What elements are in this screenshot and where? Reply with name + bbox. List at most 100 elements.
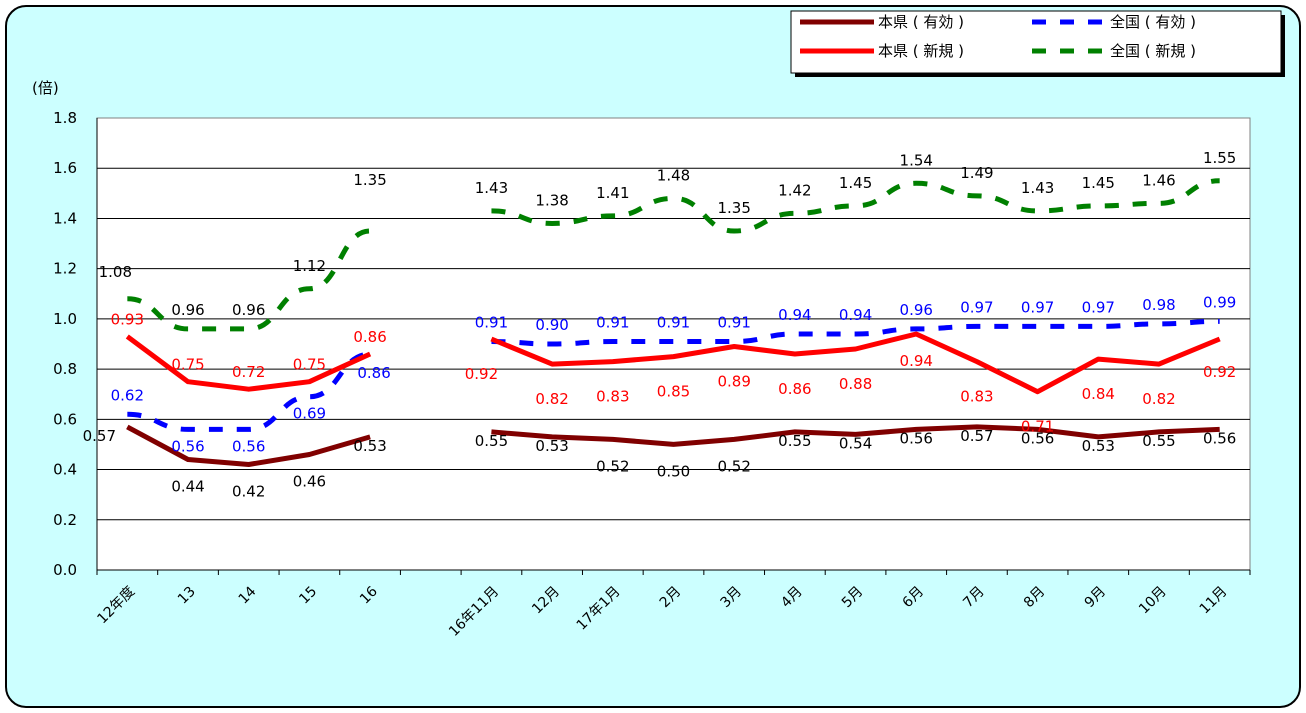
data-label: 0.94 (900, 352, 933, 370)
data-label: 0.52 (596, 457, 629, 475)
y-tick-label: 1.0 (53, 310, 77, 328)
data-label: 0.82 (1142, 390, 1175, 408)
data-label: 0.56 (1203, 429, 1236, 447)
y-tick-label: 0.2 (53, 511, 77, 529)
data-label: 0.91 (657, 313, 690, 331)
data-label: 0.75 (171, 356, 204, 374)
data-label: 0.92 (1203, 363, 1236, 381)
legend-label: 全国 ( 新規 ) (1110, 42, 1196, 60)
data-label: 0.46 (293, 472, 326, 490)
data-label: 0.71 (1021, 418, 1054, 436)
data-label: 0.84 (1082, 385, 1115, 403)
data-label: 0.50 (657, 462, 690, 480)
data-label: 0.53 (353, 437, 386, 455)
data-label: 0.92 (465, 365, 498, 383)
y-tick-label: 1.8 (53, 109, 77, 127)
data-label: 1.08 (99, 263, 132, 281)
data-label: 0.97 (960, 298, 993, 316)
series-lines (125, 178, 1221, 467)
y-tick-label: 0.6 (53, 410, 77, 428)
data-label: 0.97 (1021, 298, 1054, 316)
data-label: 0.55 (1142, 432, 1175, 450)
data-label: 1.54 (900, 151, 933, 169)
data-label: 0.72 (232, 363, 265, 381)
data-label: 1.45 (1082, 174, 1115, 192)
legend-label: 全国 ( 有効 ) (1110, 13, 1196, 31)
data-label: 0.96 (232, 301, 265, 319)
series-line (490, 331, 1221, 395)
data-label: 0.86 (778, 380, 811, 398)
y-tick-label: 1.4 (53, 209, 77, 227)
data-label: 0.86 (357, 364, 390, 382)
data-label: 0.91 (717, 313, 750, 331)
series-line (127, 351, 371, 432)
data-label: 0.53 (535, 437, 568, 455)
series-line (491, 318, 1220, 347)
data-label: 1.43 (1021, 179, 1054, 197)
data-label: 1.38 (535, 191, 568, 209)
data-label: 1.12 (293, 257, 326, 275)
data-label: 1.41 (596, 184, 629, 202)
series-line (125, 334, 372, 392)
data-labels: 0.57 0.44 0.42 0.46 0.53 0.55 0.53 0.52 0.50 0.52… (83, 149, 1237, 501)
legend-label: 本県 ( 新規 ) (878, 42, 964, 60)
data-label: 1.35 (717, 199, 750, 217)
data-label: 0.56 (900, 429, 933, 447)
data-label: 0.62 (111, 386, 144, 404)
data-label: 0.85 (657, 383, 690, 401)
data-label: 0.55 (475, 432, 508, 450)
series-line (127, 228, 371, 332)
data-label: 0.96 (900, 301, 933, 319)
data-label: 0.56 (232, 437, 265, 455)
legend-shadow-bottom (795, 73, 1285, 77)
legend: 本県 ( 有効 ) 全国 ( 有効 ) 本県 ( 新規 ) 全国 ( 新規 ) (790, 10, 1285, 77)
data-label: 1.35 (353, 171, 386, 189)
data-label: 1.48 (657, 166, 690, 184)
data-label: 1.45 (839, 174, 872, 192)
data-label: 0.99 (1203, 293, 1236, 311)
data-label: 0.57 (83, 427, 116, 445)
data-label: 0.69 (293, 405, 326, 423)
legend-label: 本県 ( 有効 ) (878, 13, 964, 31)
data-label: 0.53 (1082, 437, 1115, 455)
plot-area (96, 117, 1251, 571)
data-label: 0.94 (839, 306, 872, 324)
data-label: 0.57 (960, 427, 993, 445)
data-label: 0.97 (1082, 298, 1115, 316)
data-label: 0.90 (535, 316, 568, 334)
data-label: 0.82 (535, 390, 568, 408)
data-label: 1.43 (475, 179, 508, 197)
data-label: 0.56 (171, 437, 204, 455)
data-label: 0.94 (778, 306, 811, 324)
y-axis-ticks: 0.0 0.2 0.4 0.6 0.8 1.0 1.2 1.4 1.6 1.8 (53, 109, 77, 579)
data-label: 1.42 (778, 181, 811, 199)
data-label: 1.49 (960, 164, 993, 182)
series-line (491, 424, 1220, 447)
series-line (126, 424, 371, 467)
data-label: 0.89 (717, 373, 750, 391)
y-tick-label: 0.4 (53, 461, 77, 479)
data-label: 0.96 (171, 301, 204, 319)
data-label: 0.56 (1021, 429, 1054, 447)
data-label: 0.75 (293, 356, 326, 374)
data-label: 0.83 (596, 388, 629, 406)
data-label: 0.93 (111, 310, 144, 328)
data-label: 0.54 (839, 434, 872, 452)
data-label: 0.55 (778, 432, 811, 450)
data-label: 1.46 (1142, 171, 1175, 189)
data-label: 0.44 (171, 478, 204, 496)
data-label: 1.55 (1203, 149, 1236, 167)
data-label: 0.86 (353, 328, 386, 346)
data-label: 0.42 (232, 483, 265, 501)
y-axis-unit-label: (倍) (32, 79, 59, 97)
gridlines (97, 167, 1250, 521)
y-tick-label: 1.2 (53, 260, 77, 278)
y-tick-label: 0.0 (53, 561, 77, 579)
data-label: 0.88 (839, 375, 872, 393)
legend-shadow-right (1281, 15, 1285, 77)
data-label: 0.52 (717, 457, 750, 475)
data-label: 0.91 (596, 313, 629, 331)
y-tick-label: 0.8 (53, 360, 77, 378)
data-label: 0.91 (475, 313, 508, 331)
